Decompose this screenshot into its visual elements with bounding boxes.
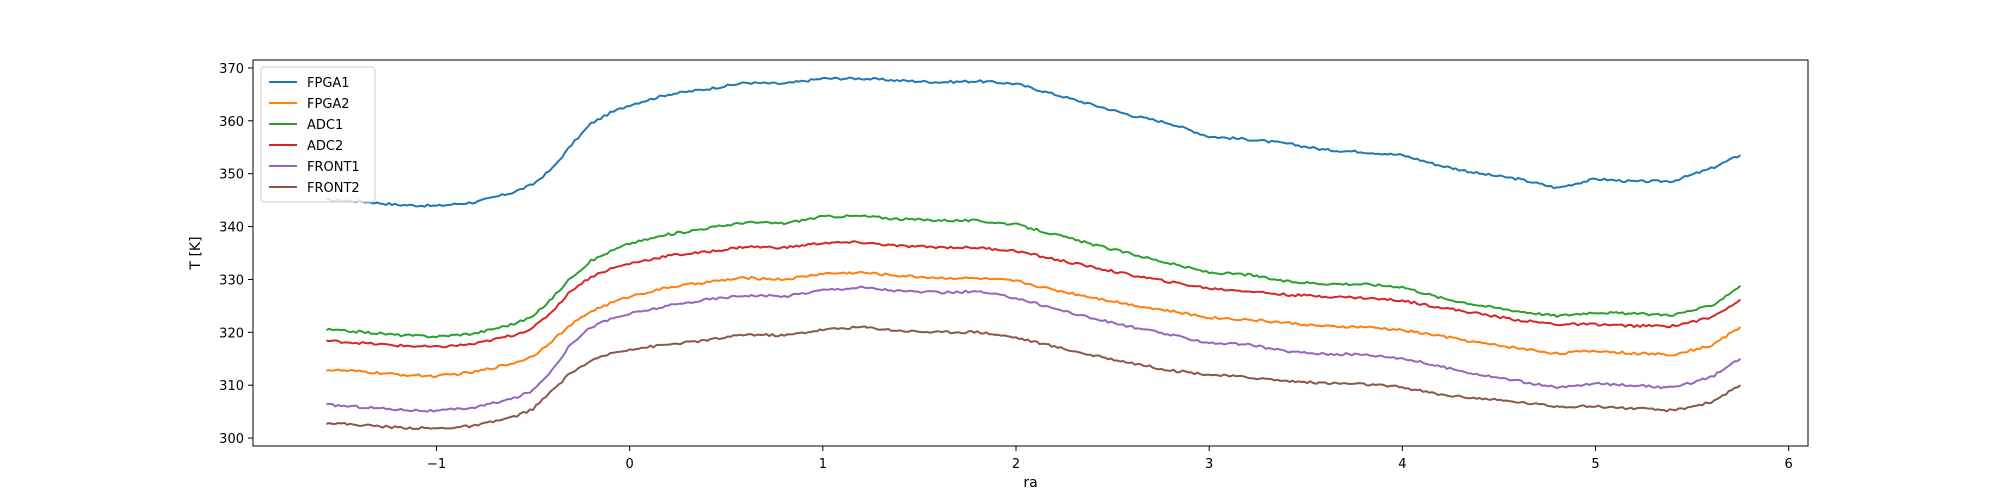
plot-area-frame: [252, 59, 1809, 447]
series-line-adc2: [326, 240, 1742, 349]
legend-label: FRONT1: [307, 160, 360, 175]
y-axis-ticks: 300 310 320 330 340 350 360 370: [219, 62, 253, 447]
x-axis-ticks: −1 0 1 2 3 4 5 6: [427, 446, 1793, 472]
x-tick-label: 4: [1398, 457, 1406, 472]
legend-label: ADC1: [307, 118, 343, 133]
series-line-front1: [326, 285, 1742, 413]
legend-box: [260, 66, 376, 203]
y-tick-label: 330: [219, 273, 244, 288]
x-tick-label: 3: [1205, 457, 1213, 472]
y-tick-label: 360: [219, 115, 244, 130]
series-layer: [326, 76, 1742, 430]
x-tick-label: −1: [427, 457, 446, 472]
y-tick-label: 340: [219, 221, 244, 236]
legend-label: FPGA1: [307, 76, 350, 91]
y-tick-label: 350: [219, 168, 244, 183]
series-line-adc1: [326, 214, 1742, 339]
series-line-fpga2: [326, 270, 1742, 379]
x-tick-label: 6: [1785, 457, 1793, 472]
y-axis-label: T [K]: [188, 236, 204, 270]
legend-label: ADC2: [307, 139, 343, 154]
y-tick-label: 300: [219, 432, 244, 447]
x-tick-label: 0: [626, 457, 634, 472]
x-tick-label: 1: [819, 457, 827, 472]
x-axis-label: ra: [1023, 475, 1037, 491]
legend-label: FRONT2: [307, 181, 360, 196]
x-tick-label: 5: [1591, 457, 1599, 472]
y-tick-label: 310: [219, 379, 244, 394]
series-line-fpga1: [326, 76, 1741, 208]
series-line-front2: [326, 325, 1742, 430]
legend-label: FPGA2: [307, 97, 350, 112]
y-tick-label: 370: [219, 62, 244, 77]
x-tick-label: 2: [1012, 457, 1020, 472]
y-tick-label: 320: [219, 326, 244, 341]
legend: FPGA1 FPGA2 ADC1 ADC2 FRONT1 FRONT2: [260, 66, 376, 203]
